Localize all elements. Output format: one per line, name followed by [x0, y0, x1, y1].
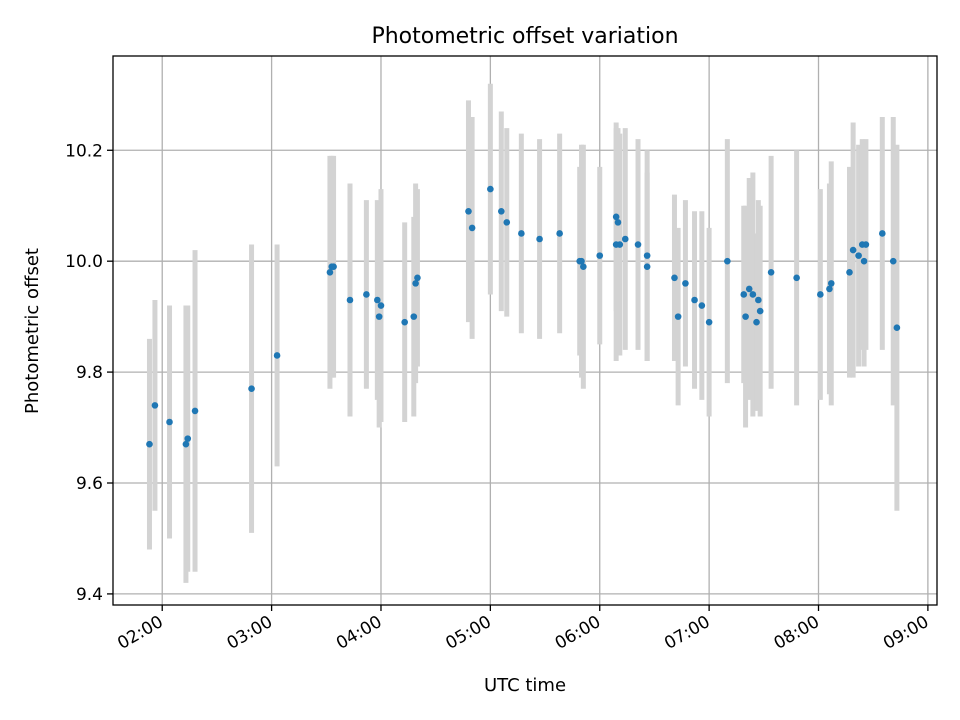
x-axis-label: UTC time: [484, 675, 566, 696]
data-point: [893, 324, 901, 332]
data-point: [273, 352, 281, 359]
data-point: [745, 285, 753, 293]
data-point: [346, 296, 354, 304]
plot-frame: [112, 55, 938, 606]
data-point: [671, 274, 678, 282]
data-point: [749, 291, 757, 298]
x-tick-label: 09:00: [880, 612, 932, 654]
data-point: [498, 207, 505, 215]
data-point: [614, 219, 622, 226]
data-point: [889, 257, 897, 265]
data-point: [596, 252, 604, 259]
data-point: [682, 280, 689, 287]
x-tick-label: 07:00: [661, 612, 713, 654]
data-point: [374, 296, 381, 304]
data-point: [503, 219, 511, 226]
data-point: [401, 318, 408, 326]
data-point: [855, 252, 862, 259]
errorbars: [146, 83, 900, 583]
y-tick-label: 10.2: [65, 141, 103, 161]
data-point: [487, 185, 494, 193]
data-point: [191, 407, 199, 415]
x-tick-label: 03:00: [224, 612, 276, 654]
y-axis-label: Photometric offset: [22, 248, 43, 414]
x-tick-label: 05:00: [442, 612, 494, 654]
y-tick-label: 10.0: [65, 252, 103, 272]
data-point: [846, 268, 853, 276]
data-point: [182, 440, 190, 448]
data-point: [556, 230, 563, 237]
data-point: [414, 274, 421, 282]
data-point: [724, 257, 731, 265]
data-point: [674, 313, 682, 320]
data-point: [536, 235, 543, 243]
data-point: [767, 268, 775, 276]
data-point: [578, 257, 585, 265]
data-point: [468, 224, 476, 232]
y-tick-label: 9.4: [76, 585, 103, 605]
x-tick-label: 04:00: [333, 612, 385, 654]
data-point: [580, 263, 587, 271]
y-tick-label: 9.6: [76, 474, 103, 494]
data-point: [793, 274, 800, 282]
data-point: [146, 440, 153, 448]
data-point: [621, 235, 629, 243]
data-points: [146, 185, 901, 448]
data-point: [691, 296, 698, 304]
x-tick-label: 08:00: [771, 612, 823, 654]
data-point: [248, 385, 255, 393]
data-point: [377, 302, 385, 309]
data-point: [465, 207, 472, 215]
data-point: [817, 291, 824, 298]
data-point: [643, 263, 651, 271]
data-point: [375, 313, 383, 320]
data-point: [753, 318, 760, 326]
x-tick-label: 06:00: [552, 612, 604, 654]
data-point: [410, 313, 418, 320]
data-point: [740, 291, 748, 298]
data-point: [363, 291, 370, 298]
data-point: [643, 252, 651, 259]
grid: [113, 56, 937, 605]
data-point: [184, 435, 192, 442]
data-point: [616, 241, 624, 248]
x-ticks: 02:00 03:00 04:00 05:00 06:00 07:00 08:00 09:00: [114, 605, 932, 654]
y-tick-label: 9.8: [76, 363, 103, 383]
data-point: [826, 285, 833, 293]
data-point: [879, 230, 886, 237]
data-point: [326, 268, 334, 276]
data-point: [756, 307, 764, 315]
data-point: [166, 418, 173, 426]
data-point: [634, 241, 642, 248]
data-point: [698, 302, 706, 309]
data-point: [518, 230, 525, 237]
data-point: [612, 213, 620, 221]
data-point: [755, 296, 762, 304]
y-ticks: 9.4 9.6 9.8 10.0 10.2: [65, 141, 113, 605]
x-tick-label: 02:00: [114, 612, 166, 654]
data-point: [862, 241, 870, 248]
data-point: [330, 263, 337, 271]
data-point: [151, 402, 159, 409]
data-point: [412, 280, 419, 287]
chart-title: Photometric offset variation: [371, 24, 678, 49]
data-point: [827, 280, 835, 287]
data-point: [705, 318, 713, 326]
data-point: [860, 257, 868, 265]
data-point: [849, 246, 857, 254]
data-point: [742, 313, 749, 320]
